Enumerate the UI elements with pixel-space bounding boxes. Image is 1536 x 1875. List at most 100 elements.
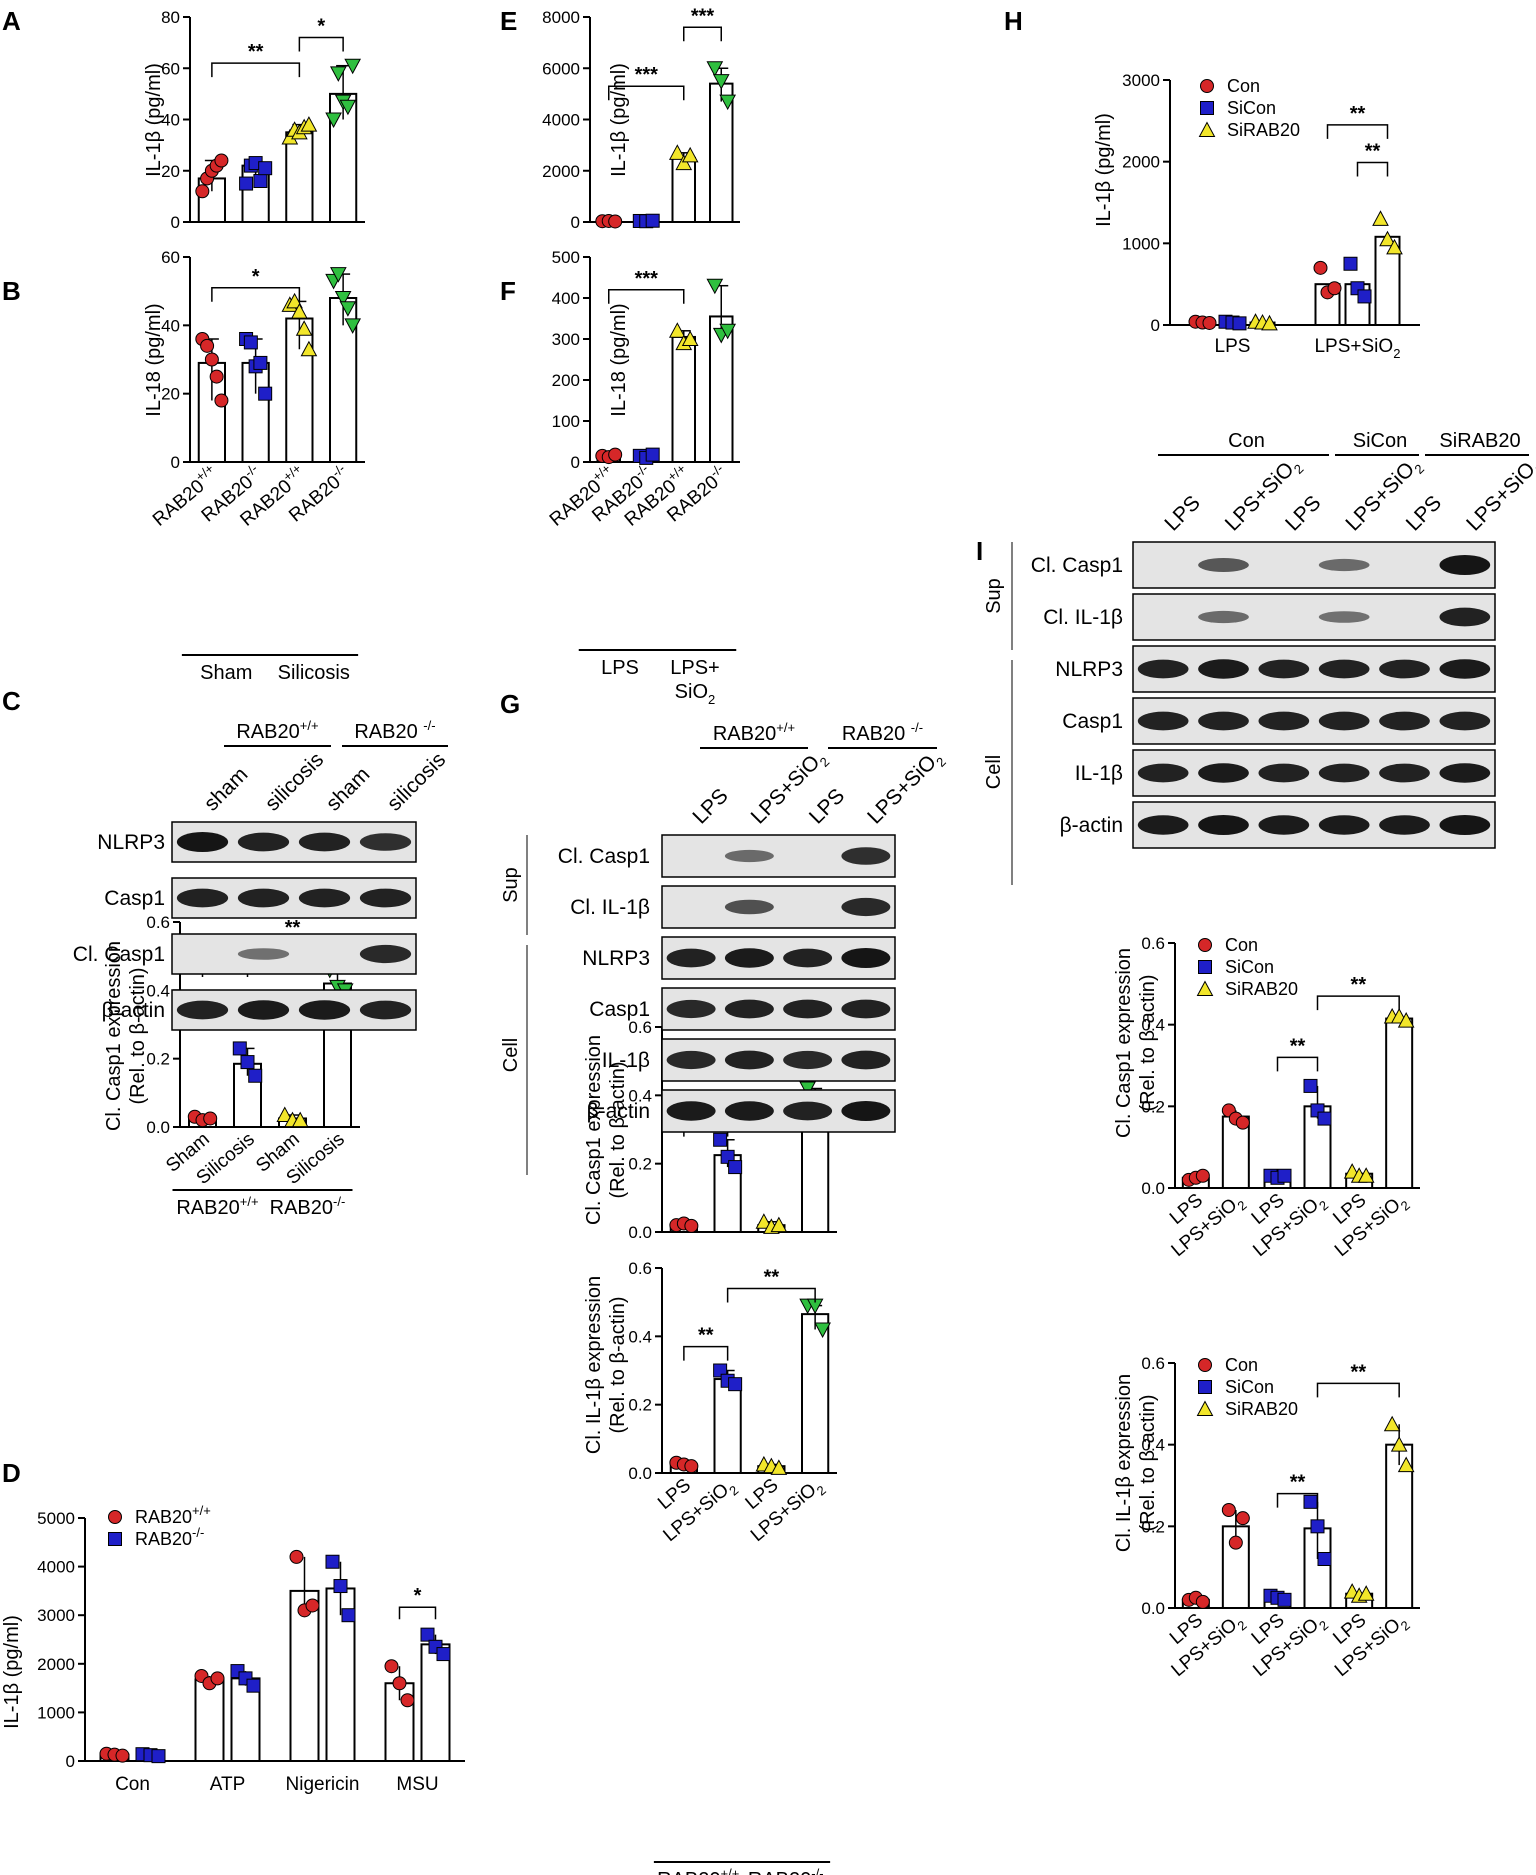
- blot-band: [1258, 815, 1310, 835]
- y-tick-label: 0.0: [1141, 1179, 1165, 1198]
- data-point: [334, 291, 352, 307]
- significance-bracket: [398, 1606, 437, 1620]
- blot-band: [1439, 659, 1491, 679]
- y-tick-label: 0.2: [1141, 1097, 1165, 1116]
- panel-label-E: E: [500, 6, 517, 36]
- spacer: [1407, 1202, 1408, 1203]
- bar: [671, 335, 696, 464]
- text-part: LPS: [1281, 491, 1325, 535]
- data-point: [339, 301, 357, 317]
- category-label: Nigericin: [286, 1774, 360, 1795]
- text-part: Con: [1227, 76, 1260, 96]
- blot-band: [1439, 555, 1491, 575]
- data-point: [675, 154, 693, 171]
- blot-band: [1439, 711, 1491, 731]
- blot-band: [1198, 815, 1249, 835]
- significance-label: **: [698, 1325, 714, 1347]
- panel-label-F: F: [500, 276, 516, 306]
- text-part: sham: [200, 763, 253, 816]
- lane-label: LPS+SiO2: [1462, 453, 1536, 539]
- significance-bracket: [1326, 124, 1389, 139]
- blot-band: [841, 948, 891, 968]
- blot-band: [841, 999, 891, 1019]
- blot-band: [1198, 711, 1249, 731]
- data-point: [210, 1671, 225, 1686]
- blot-row-label: β-actin: [102, 999, 165, 1022]
- y-tick-label: 0: [1151, 316, 1160, 335]
- group-label: RAB20+/+: [657, 1866, 739, 1875]
- data-point: [706, 278, 724, 295]
- blot-row-label: IL-1β: [1075, 762, 1123, 785]
- subscript: 2: [1532, 461, 1536, 477]
- y-axis-label: IL-18 (pg/ml): [608, 303, 630, 416]
- lane-label: LPS: [1402, 491, 1446, 535]
- y-axis-label: IL-1β (pg/ml): [1093, 113, 1115, 227]
- legend-marker: [1196, 980, 1214, 996]
- category-label: MSU: [396, 1774, 438, 1795]
- blot-band: [237, 948, 290, 960]
- data-point: [1303, 1078, 1318, 1093]
- data-point: [1327, 281, 1342, 296]
- data-point: [1277, 1592, 1292, 1607]
- spacer: [736, 1487, 737, 1488]
- blot-row-label: IL-1β: [602, 1049, 650, 1072]
- data-point: [814, 1322, 831, 1339]
- data-point: [1202, 315, 1217, 330]
- significance-label: ***: [691, 5, 715, 27]
- y-tick-label: 0.0: [146, 1118, 170, 1137]
- legend-marker: [1200, 101, 1214, 115]
- text-part: SiO: [1362, 336, 1394, 357]
- blot-band: [841, 1101, 891, 1121]
- category-label: LPS+SiO2: [1314, 336, 1400, 361]
- data-point: [706, 61, 724, 77]
- y-tick-label: 2000: [1122, 153, 1160, 172]
- spacer: [1244, 1622, 1245, 1623]
- data-point: [253, 174, 268, 188]
- data-point: [1261, 314, 1278, 331]
- data-point: [681, 146, 699, 163]
- blot-band: [1198, 558, 1249, 572]
- blot-band: [1318, 558, 1370, 572]
- data-point: [1372, 210, 1389, 226]
- blot-band: [841, 847, 891, 865]
- significance-label: **: [1351, 1361, 1367, 1383]
- data-point: [712, 74, 730, 90]
- data-point: [344, 318, 362, 334]
- lane-label: LPS: [1160, 491, 1204, 535]
- data-point: [240, 1055, 255, 1070]
- blot-band: [1258, 763, 1310, 783]
- data-point: [214, 153, 229, 168]
- legend-label: Con: [1225, 935, 1258, 955]
- bar: [1385, 1017, 1414, 1190]
- significance-bracket: [1276, 1056, 1319, 1072]
- data-point: [276, 1106, 294, 1123]
- text-part: RAB20: [713, 723, 776, 745]
- panel-label-G: G: [500, 689, 520, 719]
- blot-i-row: [1132, 541, 1496, 589]
- y-axis-label: Cl. IL-1β expression: [583, 1276, 605, 1454]
- data-point: [1232, 316, 1247, 331]
- data-point: [645, 213, 660, 228]
- data-point: [755, 1213, 773, 1229]
- data-point: [204, 352, 219, 367]
- blot-band: [1379, 763, 1430, 783]
- blot-band: [841, 897, 891, 917]
- legend-label: SiRAB20: [1227, 120, 1300, 140]
- superscript: -/-: [811, 1866, 823, 1875]
- y-tick-label: 0.2: [628, 1396, 652, 1415]
- data-point: [1313, 260, 1328, 275]
- y-tick-label: 0.0: [628, 1223, 652, 1242]
- data-point: [384, 1659, 399, 1674]
- data-point: [1379, 230, 1396, 247]
- significance-label: **: [764, 1267, 780, 1289]
- y-axis-label: Cl. Casp1 expression: [103, 941, 125, 1131]
- data-point: [1277, 1168, 1292, 1183]
- group-label: RAB20+/+: [176, 1194, 258, 1219]
- panel-label-H: H: [1004, 6, 1023, 36]
- data-point: [1390, 1436, 1408, 1452]
- data-point: [1357, 1585, 1375, 1601]
- y-tick-label: 4000: [542, 111, 580, 130]
- spacer: [1407, 1622, 1408, 1623]
- significance-label: **: [1365, 140, 1381, 162]
- spacer: [351, 476, 352, 477]
